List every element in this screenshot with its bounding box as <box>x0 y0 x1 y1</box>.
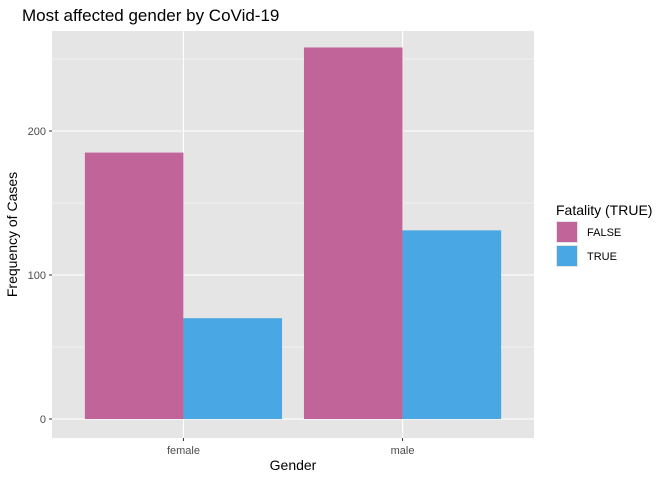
x-tick-label: male <box>391 445 415 457</box>
legend-label-false: FALSE <box>587 227 621 239</box>
x-axis-title: Gender <box>270 457 317 473</box>
bar-female-false <box>84 152 184 419</box>
y-tick-label: 200 <box>28 126 46 138</box>
legend-swatch-true <box>557 246 577 266</box>
legend-label-true: TRUE <box>587 251 617 263</box>
chart-title: Most affected gender by CoVid-19 <box>22 6 279 25</box>
y-axis-title: Frequency of Cases <box>4 172 20 297</box>
bar-male-false <box>303 47 403 419</box>
legend-title: Fatality (TRUE) <box>556 202 652 218</box>
bars <box>84 47 502 419</box>
bar-male-true <box>402 230 502 419</box>
bar-female-true <box>183 318 283 419</box>
y-axis-ticks: 0 100 200 <box>28 126 52 426</box>
legend-swatch-false <box>557 222 577 242</box>
y-tick-label: 0 <box>40 414 46 426</box>
x-tick-label: female <box>167 445 200 457</box>
x-axis-ticks: female male <box>167 438 415 457</box>
legend: Fatality (TRUE) FALSE TRUE <box>556 202 652 267</box>
y-tick-label: 100 <box>28 270 46 282</box>
